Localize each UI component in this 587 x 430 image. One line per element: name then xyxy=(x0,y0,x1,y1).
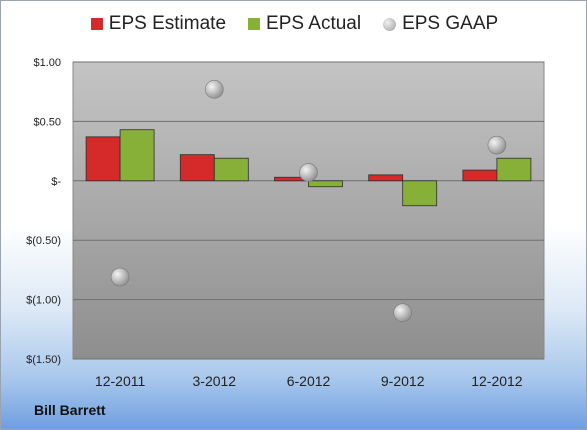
bar-eps-actual-6-2012 xyxy=(308,180,343,188)
x-tick-label-12-2011: 12-2011 xyxy=(95,373,146,389)
point-eps-gaap-12-2011 xyxy=(110,267,130,287)
bar-eps-estimate-9-2012 xyxy=(368,174,404,182)
point-eps-gaap-9-2012 xyxy=(393,303,413,322)
y-tick-label-2: $- xyxy=(51,176,61,188)
point-eps-gaap-6-2012 xyxy=(299,163,318,182)
legend-swatch-eps-actual xyxy=(248,18,261,30)
bar-eps-estimate-12-2012 xyxy=(462,169,498,182)
company-label: Bill Barrett xyxy=(34,402,106,418)
plot-area: $1.00 $0.50 $- $(0.50) $(1.00) $(1.50) 12-2011… xyxy=(26,57,545,389)
legend-swatch-eps-estimate xyxy=(90,18,103,30)
legend-item-eps-gaap: EPS GAAP xyxy=(383,13,498,35)
point-eps-gaap-3-2012 xyxy=(205,80,224,99)
y-tick-label-5: $(1.50) xyxy=(26,354,61,366)
x-tick-label-9-2012: 9-2012 xyxy=(381,373,425,389)
bar-eps-actual-12-2012 xyxy=(496,157,532,182)
x-tick-label-6-2012: 6-2012 xyxy=(287,373,331,389)
bar-eps-actual-12-2011 xyxy=(119,129,155,182)
legend-label-eps-gaap: EPS GAAP xyxy=(402,13,499,34)
x-tick-label-12-2012: 12-2012 xyxy=(471,373,523,389)
legend-label-eps-estimate: EPS Estimate xyxy=(108,13,227,34)
bar-eps-actual-3-2012 xyxy=(213,157,249,182)
bar-eps-estimate-12-2011 xyxy=(85,136,121,182)
y-tick-label-0: $1.00 xyxy=(33,57,61,69)
bar-eps-estimate-3-2012 xyxy=(179,154,215,182)
bar-eps-actual-9-2012 xyxy=(402,180,438,207)
point-eps-gaap-12-2012 xyxy=(487,135,507,155)
y-tick-label-4: $(1.00) xyxy=(26,295,61,307)
legend-item-eps-actual: EPS Actual xyxy=(248,13,361,35)
x-tick-label-3-2012: 3-2012 xyxy=(193,373,237,389)
legend-item-eps-estimate: EPS Estimate xyxy=(90,13,227,35)
legend-marker-eps-gaap xyxy=(383,17,397,31)
y-tick-label-3: $(0.50) xyxy=(26,235,61,247)
plot-background xyxy=(72,61,545,360)
legend-label-eps-actual: EPS Actual xyxy=(266,13,362,34)
y-tick-label-1: $0.50 xyxy=(33,116,61,128)
legend: EPS Estimate EPS Actual EPS GAAP xyxy=(1,13,587,35)
